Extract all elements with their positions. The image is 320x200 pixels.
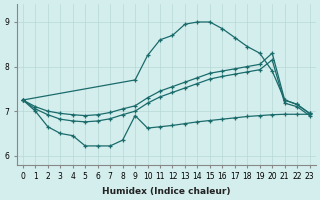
- X-axis label: Humidex (Indice chaleur): Humidex (Indice chaleur): [102, 187, 230, 196]
